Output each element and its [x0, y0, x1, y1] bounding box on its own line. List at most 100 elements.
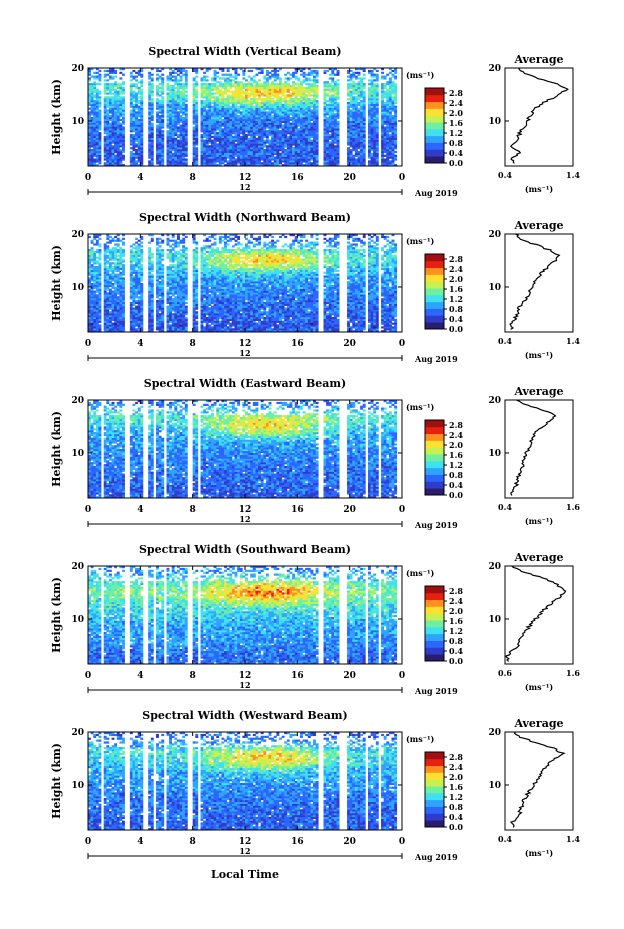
heatmap-cell	[255, 104, 258, 106]
heatmap-cell	[376, 93, 379, 95]
heatmap-cell	[91, 134, 94, 136]
heatmap-cell	[174, 109, 177, 111]
heatmap-cell	[104, 243, 107, 245]
heatmap-cell	[334, 149, 337, 151]
heatmap-cell	[276, 158, 279, 160]
heatmap-cell	[292, 151, 295, 153]
heatmap-cell	[140, 119, 143, 121]
heatmap-cell	[156, 119, 159, 121]
heatmap-cell	[282, 128, 285, 130]
heatmap-cell	[261, 145, 264, 147]
heatmap-cell	[185, 149, 188, 151]
heatmap-cell	[250, 113, 253, 115]
heatmap-cell	[96, 89, 99, 91]
heatmap-cell	[305, 151, 308, 153]
heatmap-cell	[242, 134, 245, 136]
heatmap-cell	[219, 111, 222, 113]
heatmap-cell	[221, 140, 224, 142]
heatmap-cell	[316, 115, 319, 117]
heatmap-cell	[93, 106, 96, 108]
heatmap-cell	[292, 126, 295, 128]
heatmap-cell	[316, 153, 319, 155]
heatmap-cell	[159, 143, 162, 145]
heatmap-cell	[313, 81, 316, 83]
heatmap-cell	[156, 121, 159, 123]
heatmap-cell	[276, 121, 279, 123]
heatmap-cell	[104, 102, 107, 104]
heatmap-cell	[93, 83, 96, 85]
heatmap-cell	[159, 136, 162, 138]
heatmap-cell	[112, 72, 115, 74]
heatmap-cell	[96, 315, 99, 317]
heatmap-cell	[216, 157, 219, 159]
heatmap-cell	[93, 96, 96, 98]
heatmap-cell	[117, 149, 120, 151]
heatmap-cell	[242, 125, 245, 127]
heatmap-cell	[132, 155, 135, 157]
heatmap-cell	[122, 132, 125, 134]
heatmap-cell	[300, 121, 303, 123]
heatmap-cell	[135, 72, 138, 74]
heatmap-cell	[258, 94, 261, 96]
heatmap-cell	[132, 125, 135, 127]
heatmap-cell	[347, 83, 350, 85]
heatmap-cell	[305, 106, 308, 108]
heatmap-cell	[229, 143, 232, 145]
heatmap-cell	[308, 89, 311, 91]
heatmap-cell	[122, 130, 125, 132]
heatmap-cell	[195, 72, 198, 74]
heatmap-cell	[227, 138, 230, 140]
heatmap-cell	[255, 74, 258, 76]
heatmap-cell	[279, 104, 282, 106]
heatmap-cell	[229, 153, 232, 155]
heatmap-cell	[329, 74, 332, 76]
heatmap-cell	[355, 149, 358, 151]
heatmap-cell	[300, 160, 303, 162]
heatmap-cell	[148, 115, 151, 117]
heatmap-cell	[381, 115, 384, 117]
heatmap-cell	[261, 123, 264, 125]
heatmap-cell	[91, 162, 94, 164]
heatmap-cell	[156, 104, 159, 106]
heatmap-cell	[358, 85, 361, 87]
heatmap-cell	[109, 294, 112, 296]
heatmap-cell	[156, 85, 159, 87]
heatmap-cell	[250, 155, 253, 157]
heatmap-cell	[201, 126, 204, 128]
heatmap-cell	[376, 125, 379, 127]
heatmap-cell	[310, 94, 313, 96]
heatmap-cell	[371, 108, 374, 110]
heatmap-cell	[112, 140, 115, 142]
heatmap-cell	[159, 77, 162, 79]
heatmap-cell	[271, 102, 274, 104]
heatmap-cell	[229, 160, 232, 162]
heatmap-cell	[214, 79, 217, 81]
heatmap-cell	[185, 162, 188, 164]
heatmap-cell	[248, 145, 251, 147]
heatmap-cell	[313, 98, 316, 100]
heatmap-cell	[313, 70, 316, 72]
heatmap-cell	[195, 83, 198, 85]
colorbar-tick-label: 0.8	[449, 138, 463, 148]
heatmap-cell	[300, 83, 303, 85]
heatmap-cell	[271, 119, 274, 121]
heatmap-cell	[122, 126, 125, 128]
heatmap-cell	[310, 102, 313, 104]
heatmap-cell	[151, 158, 154, 160]
heatmap-cell	[355, 145, 358, 147]
heatmap-cell	[119, 89, 122, 91]
heatmap-cell	[352, 123, 355, 125]
heatmap-cell	[167, 83, 170, 85]
heatmap-cell	[91, 270, 94, 272]
heatmap-cell	[232, 160, 235, 162]
heatmap-cell	[305, 147, 308, 149]
heatmap-cell	[245, 125, 248, 127]
heatmap-cell	[112, 104, 115, 106]
heatmap-cell	[138, 125, 141, 127]
heatmap-cell	[392, 145, 395, 147]
heatmap-cell	[172, 123, 175, 125]
heatmap-cell	[347, 153, 350, 155]
heatmap-cell	[174, 149, 177, 151]
heatmap-cell	[185, 87, 188, 89]
heatmap-cell	[167, 142, 170, 144]
